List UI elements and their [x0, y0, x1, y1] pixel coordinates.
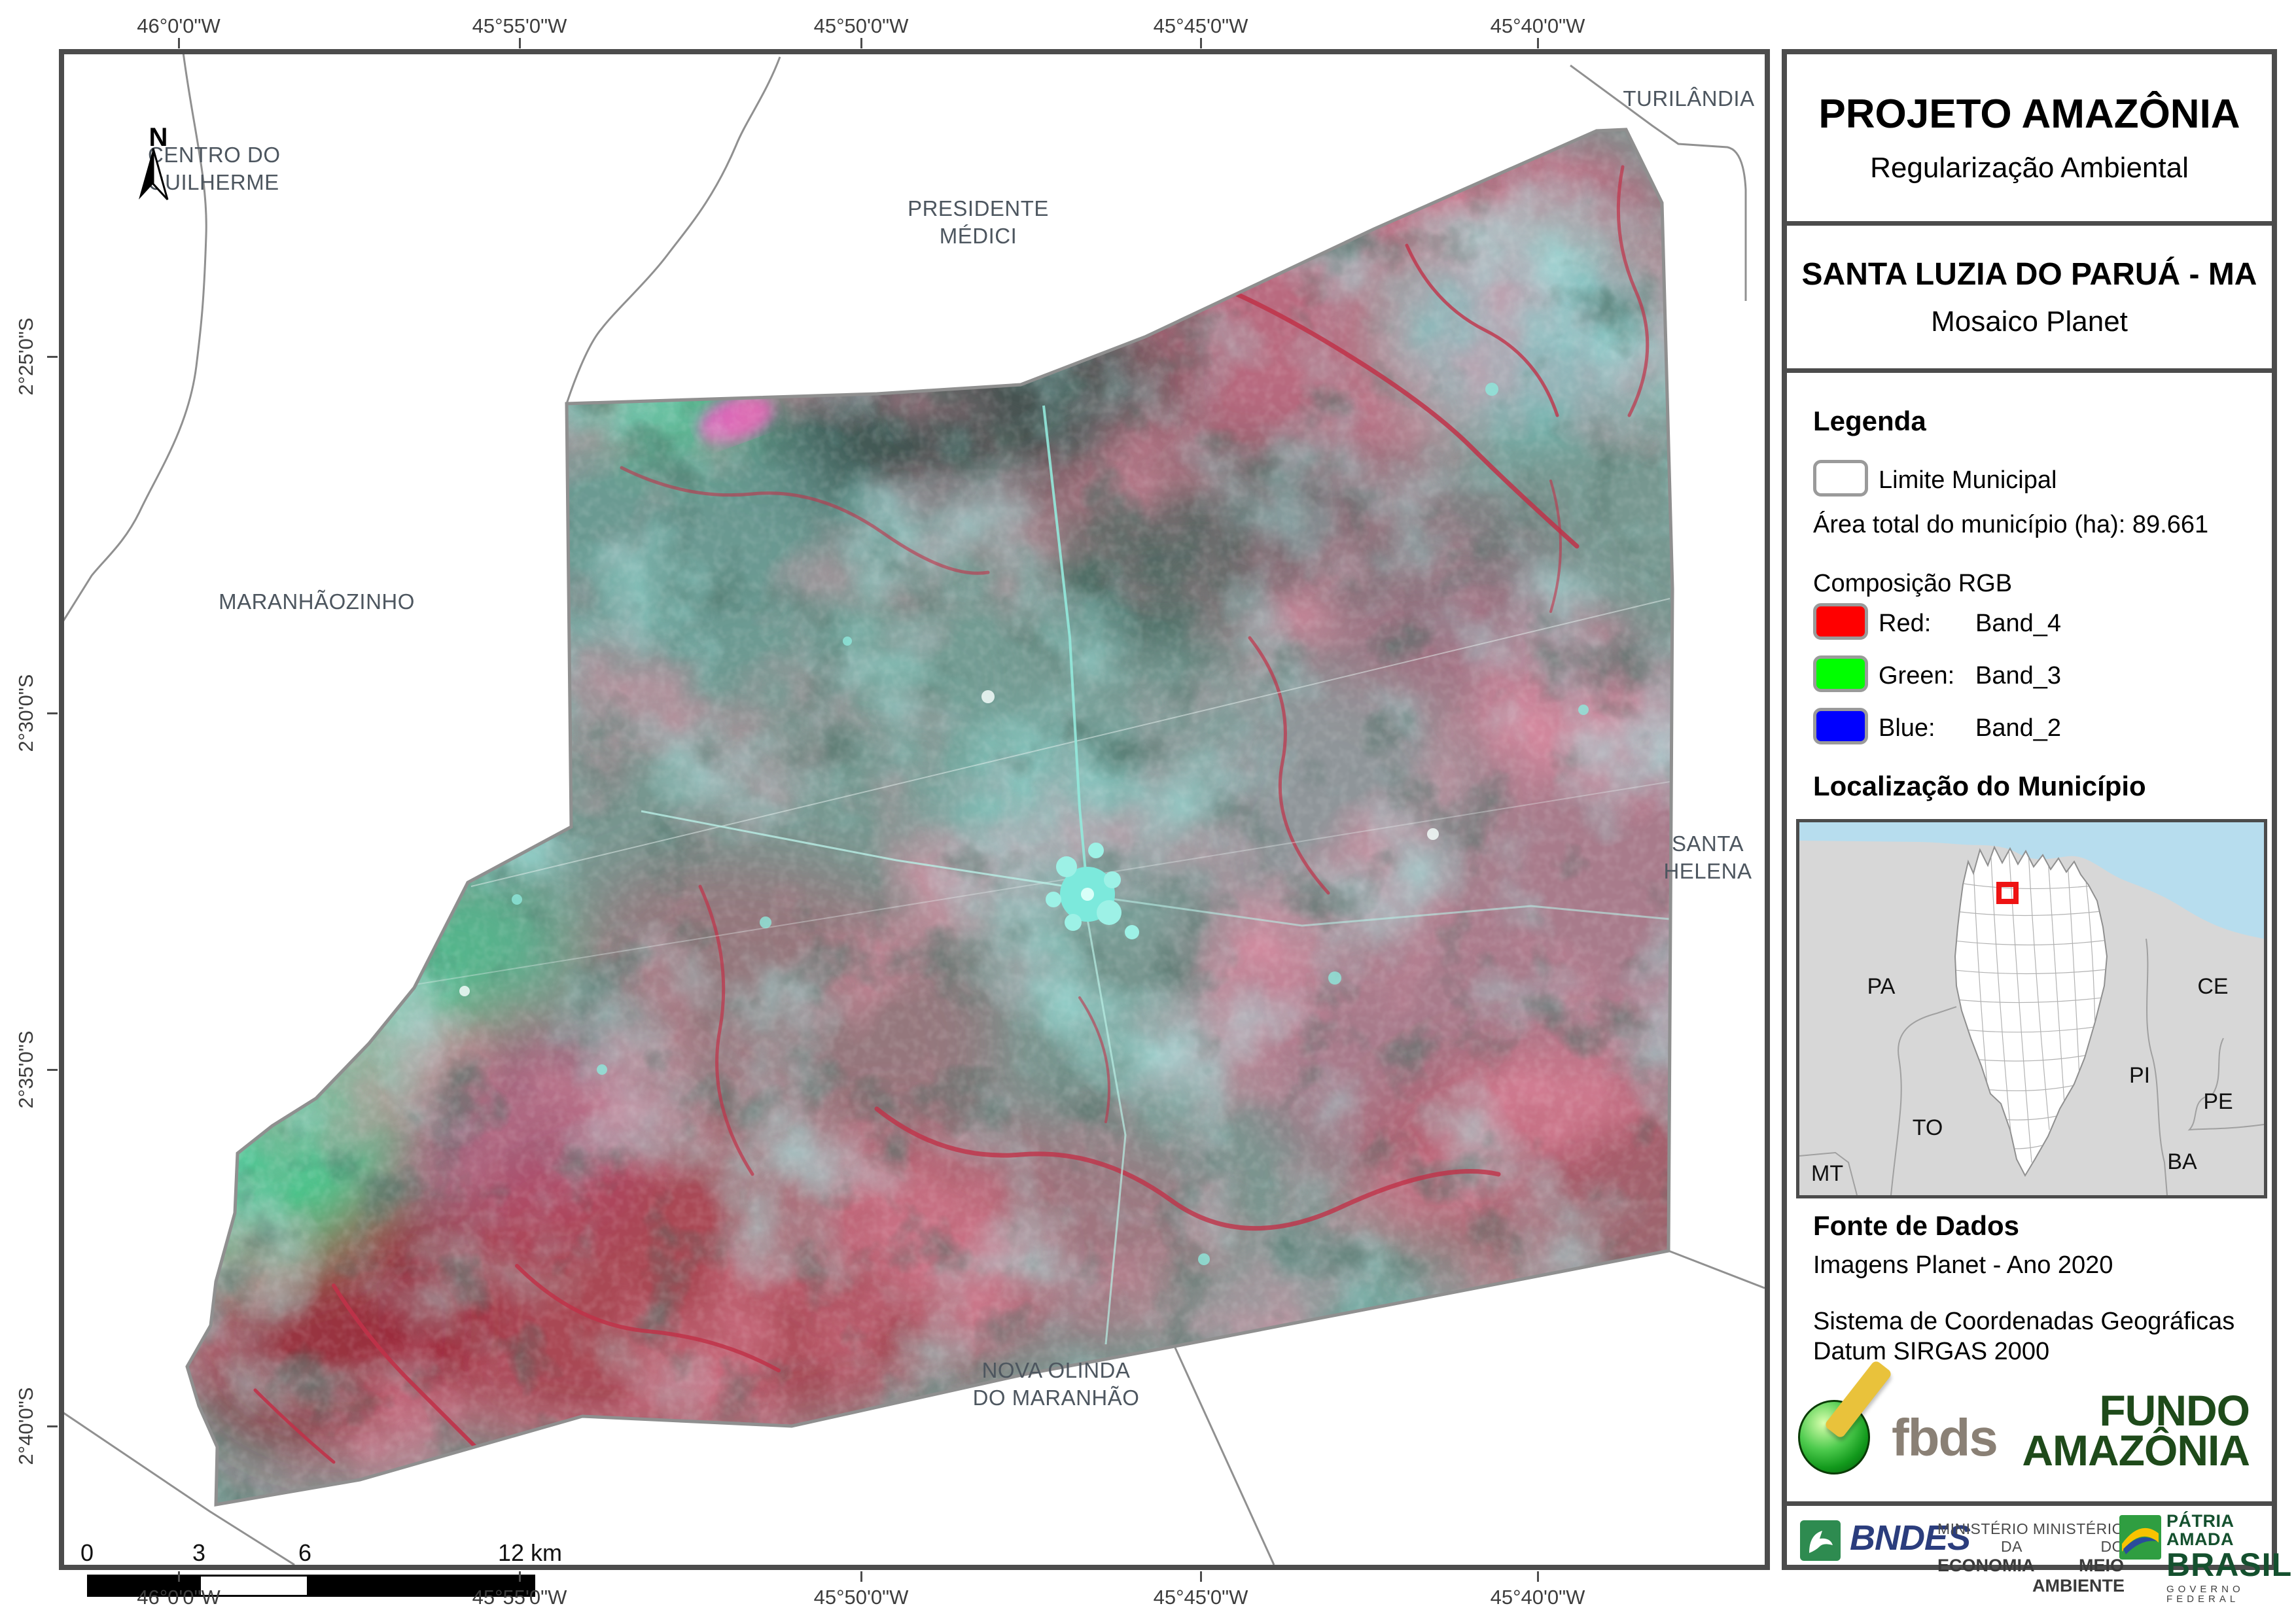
satellite-map-canvas	[64, 54, 1765, 1565]
title-block: PROJETO AMAZÔNIA Regularização Ambiental	[1787, 54, 2272, 226]
red-band-channel: Red:	[1879, 610, 1932, 637]
scalebar-label-0: 0	[80, 1539, 94, 1566]
content-block: Legenda Limite Municipal Área total do m…	[1787, 373, 2272, 1501]
fundo-amazonia-line1: FUNDO	[2099, 1386, 2250, 1435]
place-label-maranhaozinho: MARANHÃOZINHO	[219, 589, 415, 614]
ocean	[1799, 822, 2264, 939]
government-logos-block: BNDES MINISTÉRIO DA ECONOMIA MINISTÉRIO …	[1787, 1501, 2291, 1604]
coord-top-2: 45°50'0"W	[813, 14, 909, 37]
legend-heading: Legenda	[1813, 406, 1926, 436]
cyan-specks	[512, 383, 1589, 1265]
red-band-swatch	[1813, 603, 1868, 640]
fonte-heading: Fonte de Dados	[1813, 1210, 2020, 1241]
state-label-pe: PE	[2203, 1089, 2233, 1114]
scalebar-label-12km: 12 km	[497, 1539, 563, 1566]
location-heading: Localização do Município	[1813, 771, 2146, 801]
area-total-label: Área total do município (ha): 89.661	[1813, 511, 2209, 538]
blue-band-channel: Blue:	[1879, 714, 1935, 742]
municipality-outline	[185, 128, 1674, 1507]
patria-line1: PÁTRIA AMADA	[2166, 1511, 2234, 1549]
state-label-pi: PI	[2129, 1063, 2150, 1088]
municipal-boundary-lines	[64, 54, 1765, 1565]
green-band-channel: Green:	[1879, 662, 1955, 689]
rgb-heading: Composição RGB	[1813, 570, 2013, 597]
municipality-location-marker	[1996, 882, 2019, 904]
blue-band-name: Band_2	[1975, 714, 2062, 742]
municipality-name: SANTA LUZIA DO PARUÁ - MA	[1801, 256, 2257, 292]
ministerio-meio-ambiente-line1: MINISTÉRIO DO	[2032, 1520, 2124, 1555]
fonte-sistema: Sistema de Coordenadas Geográficas	[1813, 1308, 2235, 1335]
coord-left-0: 2°25'0"S	[14, 317, 37, 396]
bndes-icon	[1800, 1520, 1841, 1561]
sidebar: PROJETO AMAZÔNIA Regularização Ambiental…	[1782, 49, 2291, 1604]
scalebar-label-3: 3	[192, 1539, 206, 1566]
coord-bottom-1: 45°55'0"W	[472, 1586, 567, 1609]
patria-amada-brasil-logo: PÁTRIA AMADA BRASIL GOVERNO FEDERAL	[2166, 1512, 2292, 1605]
coord-bottom-4: 45°40'0"W	[1490, 1586, 1585, 1609]
place-label-nova-olinda: NOVA OLINDA DO MARANHÃO	[972, 1357, 1140, 1410]
roads-and-seams	[415, 405, 1670, 1345]
coord-top-4: 45°40'0"W	[1490, 14, 1585, 37]
north-label: N	[149, 123, 168, 152]
place-label-turilandia: TURILÂNDIA	[1623, 86, 1755, 111]
ministerio-meio-ambiente-logo: MINISTÉRIO DO MEIO AMBIENTE	[2032, 1520, 2125, 1596]
coord-top-3: 45°45'0"W	[1153, 14, 1248, 37]
page-subtitle: Regularização Ambiental	[1870, 152, 2189, 184]
map-frame: CENTRO DO GUILHERME PRESIDENTE MÉDICI TU…	[59, 49, 1770, 1597]
scalebar	[87, 1575, 535, 1597]
ministerio-economia-line1: MINISTÉRIO DA	[1937, 1520, 2029, 1555]
ministerio-meio-ambiente-line2: MEIO AMBIENTE	[2032, 1556, 2125, 1596]
coord-left-3: 2°40'0"S	[14, 1387, 37, 1465]
coord-left-1: 2°30'0"S	[14, 674, 37, 752]
fonte-datum: Datum SIRGAS 2000	[1813, 1338, 2050, 1365]
coord-bottom-3: 45°45'0"W	[1153, 1586, 1248, 1609]
product-name: Mosaico Planet	[1931, 305, 2128, 338]
red-band-name: Band_4	[1975, 610, 2062, 637]
satellite-imagery	[187, 130, 1672, 1505]
limite-municipal-label: Limite Municipal	[1879, 466, 2057, 494]
page-title: PROJETO AMAZÔNIA	[1818, 92, 2240, 137]
patria-line2: BRASIL	[2166, 1546, 2293, 1584]
green-band-name: Band_3	[1975, 662, 2062, 689]
place-label-centro-do-guilherme: CENTRO DO GUILHERME	[148, 142, 281, 194]
maranhao-state-shape	[1954, 845, 2108, 1178]
state-label-mt: MT	[1811, 1161, 1843, 1186]
fbds-logo-text: fbds	[1892, 1408, 1998, 1467]
state-label-pa: PA	[1867, 974, 1896, 999]
scalebar-label-6: 6	[298, 1539, 312, 1566]
limite-municipal-swatch	[1813, 460, 1868, 497]
coord-top-0: 46°0'0"W	[137, 14, 221, 37]
coord-left-2: 2°35'0"S	[14, 1030, 37, 1109]
state-labels: PA CE PI PE TO BA MT	[1811, 974, 2233, 1186]
fonte-imagens: Imagens Planet - Ano 2020	[1813, 1251, 2113, 1279]
white-specks	[459, 690, 1439, 996]
ministerio-economia-line2: ECONOMIA	[1937, 1556, 2035, 1575]
state-label-to: TO	[1913, 1115, 1943, 1140]
patria-line3: GOVERNO FEDERAL	[2166, 1584, 2244, 1605]
coord-top-1: 45°55'0"W	[472, 14, 567, 37]
coord-bottom-0: 46°0'0"W	[137, 1586, 221, 1609]
fundo-amazonia-logo: FUNDO AMAZÔNIA	[2022, 1386, 2250, 1475]
fundo-amazonia-line2: AMAZÔNIA	[2022, 1425, 2250, 1475]
state-label-ce: CE	[2197, 974, 2228, 999]
state-label-ba: BA	[2167, 1149, 2197, 1174]
place-label-presidente-medici: PRESIDENTE MÉDICI	[908, 196, 1049, 248]
north-arrow-icon	[139, 148, 169, 201]
town-cluster	[1046, 843, 1139, 939]
ministerio-economia-logo: MINISTÉRIO DA ECONOMIA	[1937, 1520, 2035, 1576]
scalebar-white-segment	[201, 1577, 307, 1595]
brasil-flag-icon	[2119, 1515, 2161, 1560]
state-boundaries	[1799, 938, 2264, 1195]
green-band-swatch	[1813, 655, 1868, 692]
coord-bottom-2: 45°50'0"W	[813, 1586, 909, 1609]
place-label-santa-helena: SANTA HELENA	[1663, 831, 1752, 883]
municipality-block: SANTA LUZIA DO PARUÁ - MA Mosaico Planet	[1787, 226, 2272, 373]
locator-map: PA CE PI PE TO BA MT	[1796, 819, 2267, 1198]
bndes-logo-text: BNDES	[1850, 1518, 1971, 1558]
blue-band-swatch	[1813, 708, 1868, 744]
